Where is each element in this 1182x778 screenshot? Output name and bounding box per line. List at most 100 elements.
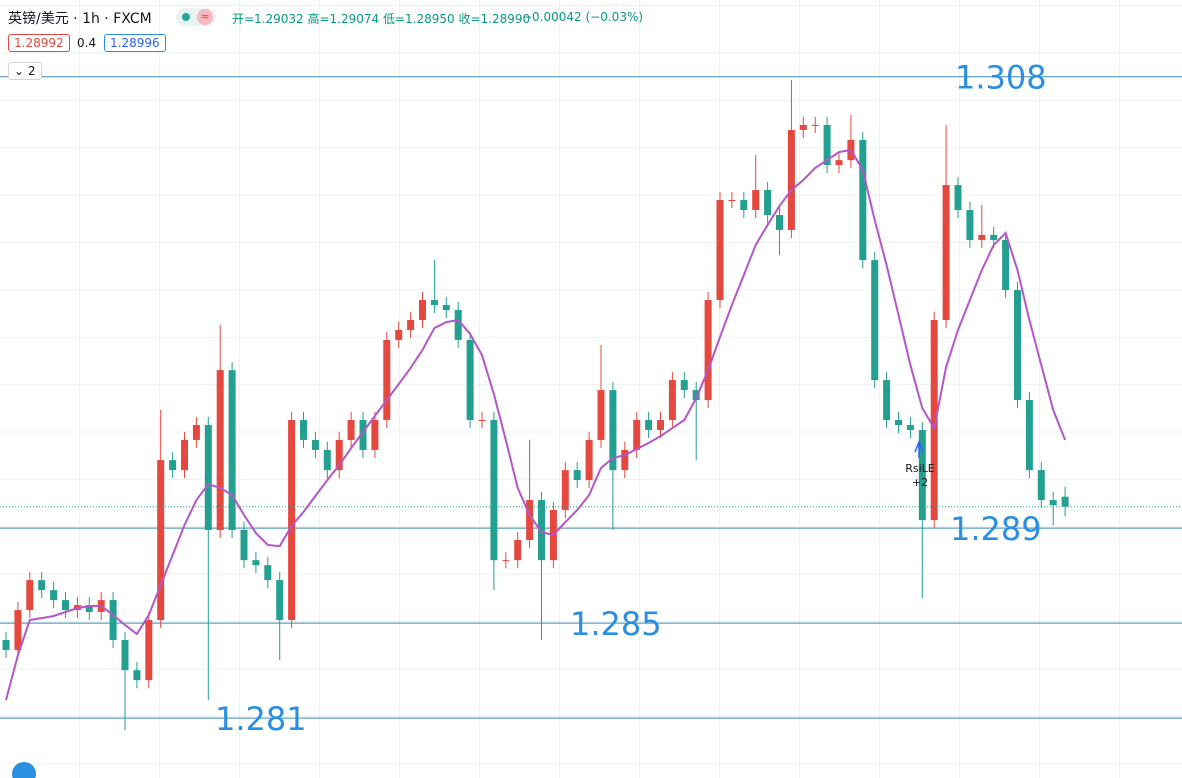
candle-body <box>169 460 177 471</box>
candle-body <box>157 460 165 621</box>
level-label: 1.308 <box>955 59 1047 97</box>
candle-body <box>323 449 331 471</box>
candle-body <box>811 124 819 126</box>
ohlc-values: 开=1.29032 高=1.29074 低=1.28950 收=1.28990 <box>232 12 531 26</box>
candle-body <box>918 429 926 521</box>
candle-body <box>276 580 284 621</box>
candle-body <box>1061 496 1069 507</box>
candle-body <box>359 420 367 450</box>
candle-body <box>645 420 653 430</box>
candle-body <box>716 200 724 301</box>
candle-body <box>121 639 129 671</box>
symbol[interactable]: 英镑/美元 · 1h · FXCM <box>8 11 152 27</box>
candle-body <box>419 300 426 320</box>
candle-body <box>14 610 22 650</box>
candle-body <box>835 160 843 166</box>
candle-body <box>38 580 46 591</box>
candle-body <box>526 500 534 540</box>
candle-body <box>2 639 10 650</box>
candle-body <box>1049 500 1057 506</box>
candle-body <box>502 560 510 562</box>
moving-average <box>5 148 1067 701</box>
candle-body <box>228 370 236 530</box>
candle-body <box>335 439 343 471</box>
candle-body <box>478 420 486 422</box>
candle-body <box>311 439 319 450</box>
signal-count: +2 <box>912 476 928 489</box>
candle-body <box>799 124 807 130</box>
spread: 0.4 <box>77 36 97 50</box>
candle-body <box>133 670 141 681</box>
candle-body <box>204 424 212 530</box>
candle-body <box>692 390 700 401</box>
candle-body <box>561 470 569 511</box>
candle-body <box>621 449 629 471</box>
candle-body <box>85 605 93 612</box>
candle-body <box>871 260 879 381</box>
signal-arrow <box>914 439 924 458</box>
candle-body <box>383 339 391 421</box>
collapse-count: 2 <box>27 64 36 78</box>
level-label: 1.285 <box>570 605 662 643</box>
candle-body <box>430 300 438 306</box>
candle-body <box>1002 239 1010 291</box>
candle-body <box>859 139 867 261</box>
candle-body <box>906 424 914 430</box>
candle-body <box>776 214 783 230</box>
candle-body <box>668 380 676 421</box>
candle-body <box>1037 470 1045 501</box>
ask-price[interactable]: 1.28996 <box>104 34 166 52</box>
candle-body <box>740 200 748 211</box>
candle-body <box>954 185 962 211</box>
candle-body <box>371 420 379 450</box>
candle-body <box>942 185 950 320</box>
candle-body <box>930 319 938 521</box>
candle-body <box>704 300 712 401</box>
candle-body <box>442 305 450 311</box>
candle-body <box>978 234 986 240</box>
level-label: 1.289 <box>950 510 1042 548</box>
candle-body <box>109 600 117 640</box>
candle-body <box>216 370 224 530</box>
bid-price[interactable]: 1.28992 <box>8 34 70 52</box>
signal-label: RsiLE <box>905 462 935 475</box>
candle-body <box>181 439 188 471</box>
candle-body <box>585 439 593 481</box>
level-label: 1.281 <box>215 700 307 738</box>
candle-body <box>407 319 415 330</box>
toggle[interactable]: ≈ <box>176 8 216 26</box>
candle-body <box>240 529 248 561</box>
collapse-button[interactable]: ⌄ 2 <box>8 62 42 80</box>
candle-body <box>823 124 831 166</box>
change: −0.00042 (−0.03%) <box>522 10 644 24</box>
candle-body <box>192 424 200 440</box>
candle-body <box>680 380 688 391</box>
candle-body <box>395 329 403 340</box>
candle-body <box>288 420 296 621</box>
candle-body <box>490 420 498 561</box>
candle-body <box>300 420 307 440</box>
candle-body <box>264 565 272 581</box>
logo[interactable] <box>12 762 36 778</box>
candle-body <box>1025 400 1033 471</box>
candle-body <box>633 420 641 450</box>
candle-body <box>1014 290 1021 401</box>
candle-body <box>728 200 736 202</box>
candle-body <box>62 600 69 611</box>
candle-body <box>895 420 902 425</box>
candle-body <box>252 560 260 566</box>
candle-body <box>454 310 462 340</box>
candle-body <box>573 470 581 481</box>
candle-body <box>514 539 522 561</box>
candle-body <box>990 234 998 240</box>
candle-body <box>538 500 545 561</box>
candle-body <box>657 420 664 430</box>
candle-body <box>966 210 974 240</box>
candle-body <box>883 380 891 421</box>
candle-body <box>466 339 474 421</box>
candle-body <box>787 129 795 230</box>
candle-body <box>597 390 605 440</box>
candle-body <box>764 190 772 215</box>
